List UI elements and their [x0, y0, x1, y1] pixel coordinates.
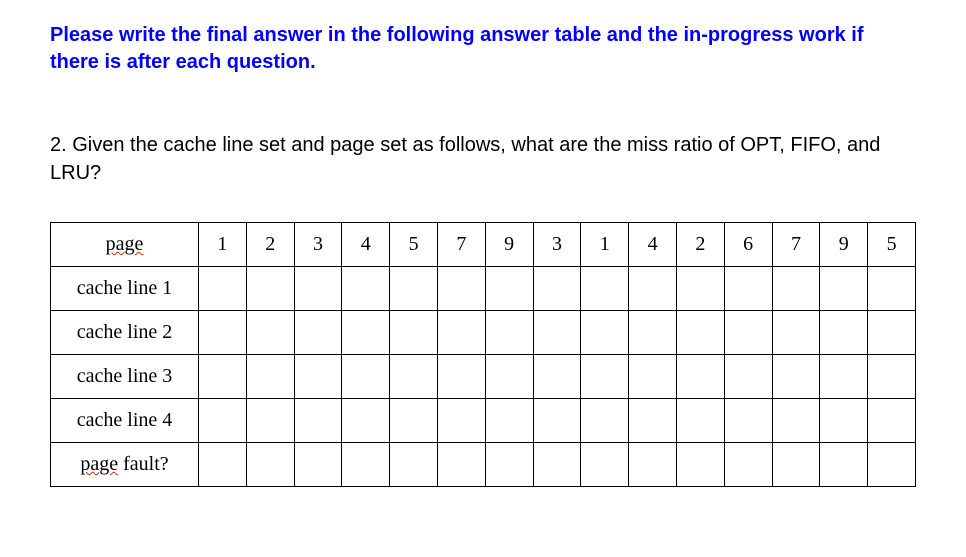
row-cache-line-1: cache line 1 [51, 267, 916, 311]
cache-table: page 1 2 3 4 5 7 9 3 1 4 2 6 7 9 5 cache… [50, 222, 916, 487]
page-col-10: 2 [676, 223, 724, 267]
page-col-6: 9 [485, 223, 533, 267]
page-col-5: 7 [437, 223, 485, 267]
row-page-fault: page fault? [51, 443, 916, 487]
page-col-11: 6 [724, 223, 772, 267]
page-col-9: 4 [629, 223, 677, 267]
page-col-0: 1 [199, 223, 247, 267]
row-label-cl4: cache line 4 [51, 399, 199, 443]
row-cache-line-4: cache line 4 [51, 399, 916, 443]
page-col-8: 1 [581, 223, 629, 267]
row-label-pf: page fault? [51, 443, 199, 487]
row-cache-line-3: cache line 3 [51, 355, 916, 399]
row-cache-line-2: cache line 2 [51, 311, 916, 355]
row-label-cl2: cache line 2 [51, 311, 199, 355]
page-col-13: 9 [820, 223, 868, 267]
instruction-text: Please write the final answer in the fol… [50, 22, 916, 76]
row-page: page 1 2 3 4 5 7 9 3 1 4 2 6 7 9 5 [51, 223, 916, 267]
page-col-7: 3 [533, 223, 581, 267]
page-col-1: 2 [246, 223, 294, 267]
page-col-14: 5 [868, 223, 916, 267]
row-label-cl1: cache line 1 [51, 267, 199, 311]
page-col-4: 5 [390, 223, 438, 267]
row-label-cl3: cache line 3 [51, 355, 199, 399]
page-col-12: 7 [772, 223, 820, 267]
page-col-3: 4 [342, 223, 390, 267]
row-label-page: page [51, 223, 199, 267]
page-col-2: 3 [294, 223, 342, 267]
question-text: 2. Given the cache line set and page set… [50, 131, 916, 187]
